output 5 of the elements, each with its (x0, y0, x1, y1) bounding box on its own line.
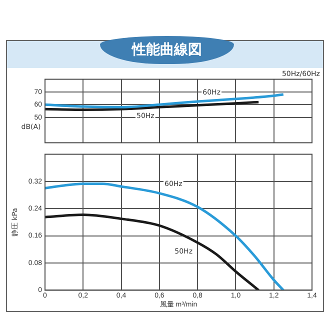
line-series (45, 93, 285, 108)
chart-title: 性能曲線図 (100, 36, 234, 64)
line-series (45, 213, 260, 290)
line-series (45, 182, 285, 290)
line-series (45, 100, 260, 111)
